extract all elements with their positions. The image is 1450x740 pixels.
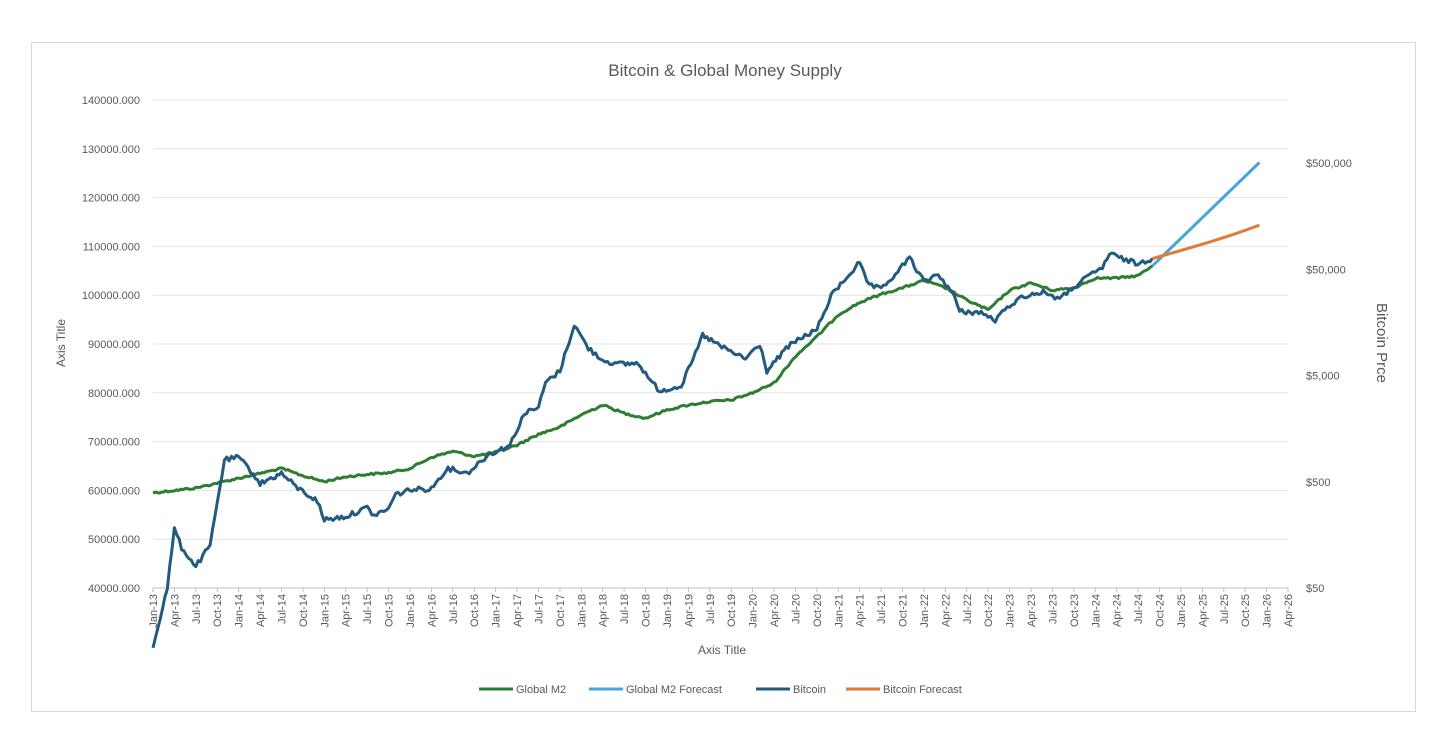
x-tick-label: Oct-15 <box>384 594 396 627</box>
x-tick-label: Jul-21 <box>876 594 888 624</box>
x-tick-label: Oct-21 <box>898 594 910 627</box>
x-tick-label: Jan-18 <box>576 594 588 628</box>
legend-label-bitcoin-forecast: Bitcoin Forecast <box>883 684 962 696</box>
series-line-bitcoin-forecast <box>1151 223 1260 261</box>
x-tick-label: Jul-23 <box>1047 594 1059 624</box>
left-tick-label: 40000.000 <box>88 583 140 595</box>
x-tick-label: Apr-14 <box>255 594 267 627</box>
right-tick-label: $500,000 <box>1306 158 1352 170</box>
x-tick-label: Apr-15 <box>341 594 353 627</box>
x-tick-label: Apr-24 <box>1112 594 1124 627</box>
right-tick-label: $50,000 <box>1306 264 1346 276</box>
x-tick-label: Jan-26 <box>1262 594 1274 628</box>
x-tick-label: Jan-16 <box>405 594 417 628</box>
chart-svg: Bitcoin & Global Money Supply 40000.000 5… <box>54 61 1390 696</box>
x-tick-label: Apr-16 <box>426 594 438 627</box>
left-tick-label: 70000.000 <box>88 437 140 449</box>
x-tick-label: Jan-21 <box>833 594 845 628</box>
left-tick-label: 50000.000 <box>88 534 140 546</box>
left-tick-label: 100000.000 <box>82 290 140 302</box>
chart-title: Bitcoin & Global Money Supply <box>608 61 842 80</box>
x-tick-label: Jul-22 <box>962 594 974 624</box>
x-tick-label: Apr-13 <box>169 594 181 627</box>
x-tick-label: Jan-15 <box>319 594 331 628</box>
left-tick-label: 110000.000 <box>83 241 140 253</box>
x-tick-label: Jan-24 <box>1090 594 1102 628</box>
y-axis-title-right: Bitcoin Prce <box>1373 303 1390 383</box>
right-tick-label: $5,000 <box>1306 371 1340 383</box>
x-tick-label: Jul-14 <box>276 594 288 624</box>
x-tick-label: Oct-25 <box>1240 594 1252 627</box>
left-tick-label: 60000.000 <box>88 485 140 497</box>
x-tick-label: Jan-13 <box>148 594 160 628</box>
x-tick-label: Oct-20 <box>812 594 824 627</box>
x-tick-label: Apr-26 <box>1283 594 1295 627</box>
right-axis: $50 $500 $5,000 $50,000 $500,000 <box>1306 158 1352 595</box>
x-tick-label: Apr-17 <box>512 594 524 627</box>
x-tick-label: Oct-17 <box>555 594 567 627</box>
series-line-bitcoin <box>151 251 1154 649</box>
x-tick-label: Oct-16 <box>469 594 481 627</box>
legend: Global M2 Global M2 Forecast Bitcoin Bitcoi… <box>479 684 962 696</box>
x-tick-label: Jan-19 <box>662 594 674 628</box>
left-tick-label: 80000.000 <box>88 388 140 400</box>
x-tick-label: Apr-23 <box>1026 594 1038 627</box>
x-tick-label: Apr-19 <box>683 594 695 627</box>
left-tick-label: 120000.000 <box>82 193 140 205</box>
x-tick-label: Oct-24 <box>1155 594 1167 627</box>
x-tick-label: Jan-25 <box>1176 594 1188 628</box>
x-tick-label: Oct-14 <box>298 594 310 627</box>
series-line-global-m2 <box>152 264 1154 495</box>
y-axis-title-left: Axis Title <box>54 319 68 367</box>
left-tick-label: 130000.000 <box>82 144 140 156</box>
left-tick-label: 90000.000 <box>88 339 140 351</box>
legend-label-bitcoin: Bitcoin <box>793 684 826 696</box>
x-tick-label: Jul-17 <box>533 594 545 624</box>
x-tick-label: Jan-23 <box>1005 594 1017 628</box>
left-tick-label: 140000.000 <box>82 95 140 107</box>
x-tick-label: Jul-13 <box>191 594 203 624</box>
x-tick-label: Jul-25 <box>1219 594 1231 624</box>
x-tick-label: Oct-13 <box>212 594 224 627</box>
x-tick-label: Jul-18 <box>619 594 631 624</box>
left-axis: 40000.000 50000.000 60000.000 70000.000 8000… <box>82 95 140 595</box>
x-tick-label: Oct-18 <box>641 594 653 627</box>
chart-frame: Bitcoin & Global Money Supply 40000.000 5… <box>31 42 1416 712</box>
x-tick-label: Apr-21 <box>855 594 867 627</box>
x-tick-label: Jan-20 <box>748 594 760 628</box>
x-tick-label: Jan-17 <box>491 594 503 628</box>
x-tick-label: Oct-22 <box>983 594 995 627</box>
x-tick-label: Jul-16 <box>448 594 460 624</box>
x-tick-label: Apr-22 <box>940 594 952 627</box>
x-tick-label: Jul-19 <box>705 594 717 624</box>
x-tick-label: Apr-20 <box>769 594 781 627</box>
x-tick-label: Oct-23 <box>1069 594 1081 627</box>
legend-label-global-m2: Global M2 <box>516 684 566 696</box>
x-axis: Jan-13 Apr-13 Jul-13 Oct-13 Jan-14 Apr-14 Jul-… <box>148 588 1295 628</box>
x-tick-label: Jul-15 <box>362 594 374 624</box>
series-line-global-m2-forecast <box>1151 161 1261 267</box>
x-tick-label: Oct-19 <box>726 594 738 627</box>
x-tick-label: Apr-25 <box>1197 594 1209 627</box>
x-tick-label: Jan-22 <box>919 594 931 628</box>
right-tick-label: $50 <box>1306 583 1324 595</box>
legend-label-global-m2-forecast: Global M2 Forecast <box>626 684 722 696</box>
x-tick-label: Jan-14 <box>234 594 246 628</box>
right-tick-label: $500 <box>1306 477 1330 489</box>
series-layer <box>151 161 1261 649</box>
x-tick-label: Apr-18 <box>598 594 610 627</box>
x-axis-title: Axis Title <box>698 643 746 657</box>
x-tick-label: Jul-24 <box>1133 594 1145 624</box>
x-tick-label: Jul-20 <box>790 594 802 624</box>
